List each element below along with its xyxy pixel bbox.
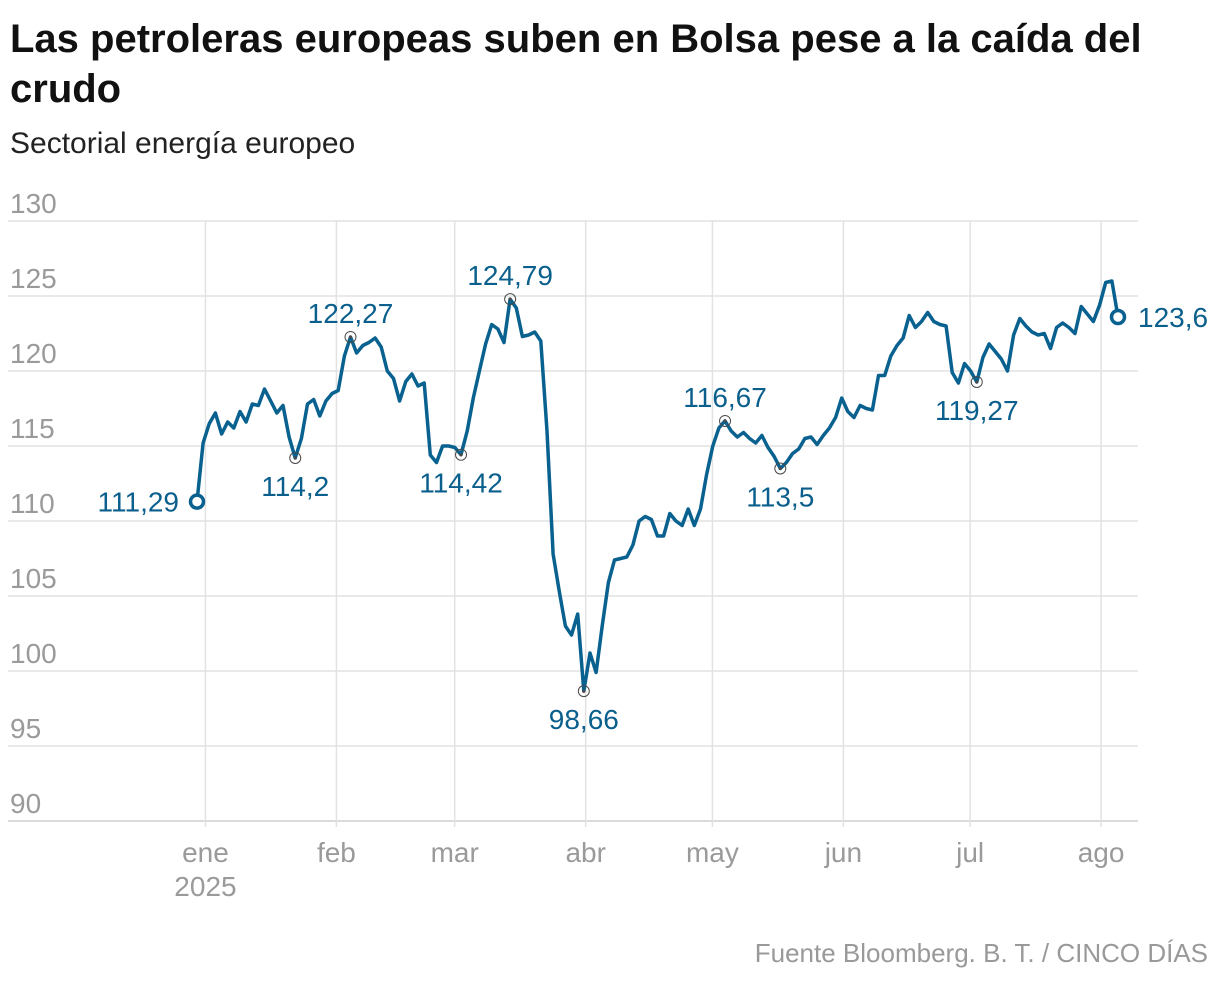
x-tick-label: may [686, 837, 739, 868]
point-marker-dot [582, 689, 586, 693]
point-marker-dot [348, 335, 353, 339]
point-marker [455, 448, 468, 461]
chart-subtitle: Sectorial energía europeo [10, 127, 356, 160]
point-marker [504, 293, 517, 306]
data-label: 98,66 [549, 704, 619, 735]
data-label: 119,27 [935, 395, 1019, 426]
data-label: 116,67 [683, 382, 767, 413]
y-tick-label: 125 [10, 263, 57, 294]
point-marker [289, 452, 302, 464]
data-label: 114,42 [419, 468, 503, 499]
endpoint-marker [1109, 308, 1127, 326]
chart-title: Las petroleras europeas suben en Bolsa p… [10, 17, 1142, 111]
x-tick-label: ago [1078, 837, 1125, 868]
point-marker [774, 462, 787, 475]
annotations-layer: 111,29 114,2 122,27 114,42 124,79 98,66 116,67… [98, 260, 1209, 735]
y-tick-label: 130 [10, 188, 57, 219]
point-marker-dot [975, 380, 979, 384]
y-axis: 130 125 120 115 110 105 100 95 90 [10, 188, 57, 819]
data-label: 114,2 [261, 471, 329, 502]
x-tick-label: abr [565, 837, 605, 868]
y-tick-label: 105 [10, 563, 57, 594]
point-marker-dot [723, 419, 727, 423]
data-label: 124,79 [467, 260, 553, 291]
series-layer [195, 279, 1120, 693]
y-tick-label: 95 [10, 713, 41, 744]
point-marker [577, 685, 590, 698]
data-label: 113,5 [746, 482, 814, 513]
point-marker [344, 330, 357, 343]
point-marker-dot [459, 453, 463, 457]
y-tick-label: 100 [10, 638, 57, 669]
x-tick-label: jun [824, 837, 862, 868]
x-tick-label: feb [317, 837, 356, 868]
y-tick-label: 110 [10, 488, 55, 519]
point-marker [719, 414, 732, 427]
y-tick-label: 120 [10, 338, 57, 369]
series-line [195, 279, 1120, 693]
data-label: 122,27 [308, 298, 394, 329]
endpoint-marker [188, 493, 206, 510]
x-tick-label: jul [955, 837, 984, 868]
source-credit: Fuente Bloomberg. B. T. / CINCO DÍAS [754, 938, 1208, 968]
x-tick-sublabel: 2025 [174, 871, 236, 902]
point-marker-dot [778, 466, 782, 471]
data-label: 123,6 [1138, 302, 1208, 333]
point-marker-dot [508, 297, 512, 301]
y-tick-label: 115 [10, 413, 55, 444]
y-tick-label: 90 [10, 788, 41, 819]
grid [8, 220, 1138, 827]
data-label: 111,29 [98, 487, 179, 518]
x-tick-label: ene [182, 837, 229, 868]
x-tick-label: mar [431, 837, 479, 868]
point-marker [970, 375, 983, 388]
point-marker-dot [293, 456, 297, 460]
